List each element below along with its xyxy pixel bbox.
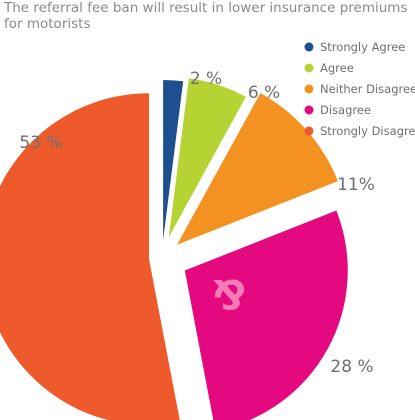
value-label-neither-disagree: 11% <box>337 175 375 195</box>
legend-label-disagree: Disagree <box>320 103 371 117</box>
legend-swatch-neither-disagree <box>304 84 314 94</box>
legend-swatch-strongly-disagree <box>304 126 314 136</box>
pie-slice-neither-disagree <box>177 93 338 245</box>
pie-slice-strongly-disagree <box>0 93 180 420</box>
pie-value-labels: 2 % 6 % 11% 28 % 53 % <box>19 69 375 377</box>
value-label-strongly-agree: 2 % <box>190 69 222 89</box>
ampersand-watermark-icon: & <box>212 270 247 316</box>
value-label-disagree: 28 % <box>330 357 373 377</box>
pie-slice-agree <box>168 78 246 238</box>
chart-title: The referral fee ban will result in lowe… <box>4 0 408 32</box>
pie-slice-disagree <box>184 210 348 420</box>
pie-slices: & <box>0 78 348 420</box>
pie-slice-strongly-agree <box>163 80 184 241</box>
legend: Strongly Agree Agree Neither Disagree Disag… <box>304 40 415 138</box>
legend-swatch-disagree <box>304 105 314 115</box>
legend-swatch-strongly-agree <box>304 42 314 52</box>
legend-label-strongly-agree: Strongly Agree <box>320 40 405 54</box>
value-label-agree: 6 % <box>248 83 280 103</box>
legend-label-neither-disagree: Neither Disagree <box>320 82 415 96</box>
value-label-strongly-disagree: 53 % <box>19 133 62 153</box>
legend-label-strongly-disagree: Strongly Disagree <box>320 124 415 138</box>
legend-label-agree: Agree <box>320 61 354 75</box>
legend-swatch-agree <box>304 63 314 73</box>
